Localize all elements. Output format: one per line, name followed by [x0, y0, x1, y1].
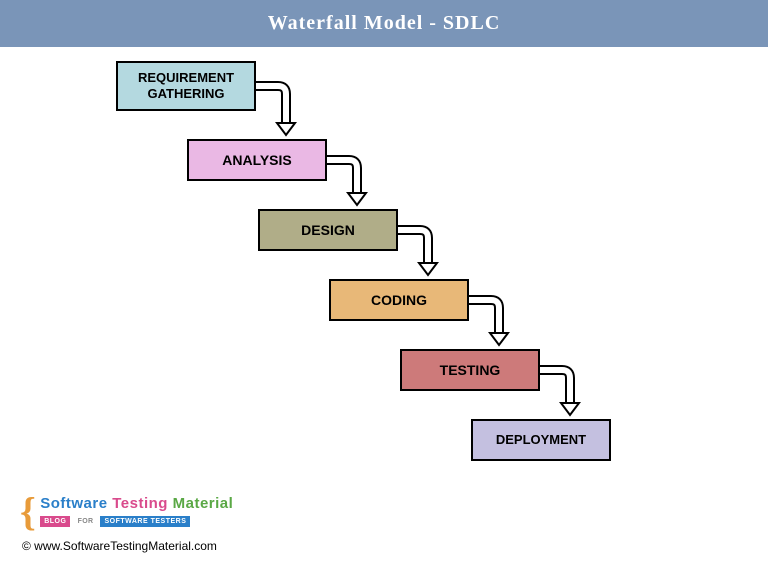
- logo-tagline-testers: SOFTWARE TESTERS: [100, 516, 190, 527]
- logo-word-1: Testing: [112, 495, 172, 512]
- arrow-icon-2: [398, 225, 478, 290]
- logo-brace-icon: {: [20, 489, 36, 534]
- arrow-icon-4: [540, 365, 620, 430]
- logo-tagline-blog: BLOG: [40, 516, 70, 527]
- arrow-icon-0: [256, 81, 336, 150]
- logo-word-0: Software: [40, 495, 112, 512]
- logo-word-2: Material: [173, 495, 234, 512]
- arrow-icon-3: [469, 295, 549, 360]
- copyright-text: © www.SoftwareTestingMaterial.com: [22, 539, 217, 553]
- diagram-header: Waterfall Model - SDLC: [0, 0, 768, 47]
- logo-tagline-for: FOR: [75, 516, 97, 527]
- header-title: Waterfall Model - SDLC: [268, 12, 501, 34]
- arrow-icon-1: [327, 155, 407, 220]
- stage-box-0: REQUIREMENT GATHERING: [116, 61, 256, 111]
- logo: { Software Testing Material BLOG FOR SOF…: [20, 488, 233, 535]
- logo-text: Software Testing Material BLOG FOR SOFTW…: [40, 496, 233, 527]
- waterfall-diagram: REQUIREMENT GATHERINGANALYSISDESIGNCODIN…: [0, 47, 768, 527]
